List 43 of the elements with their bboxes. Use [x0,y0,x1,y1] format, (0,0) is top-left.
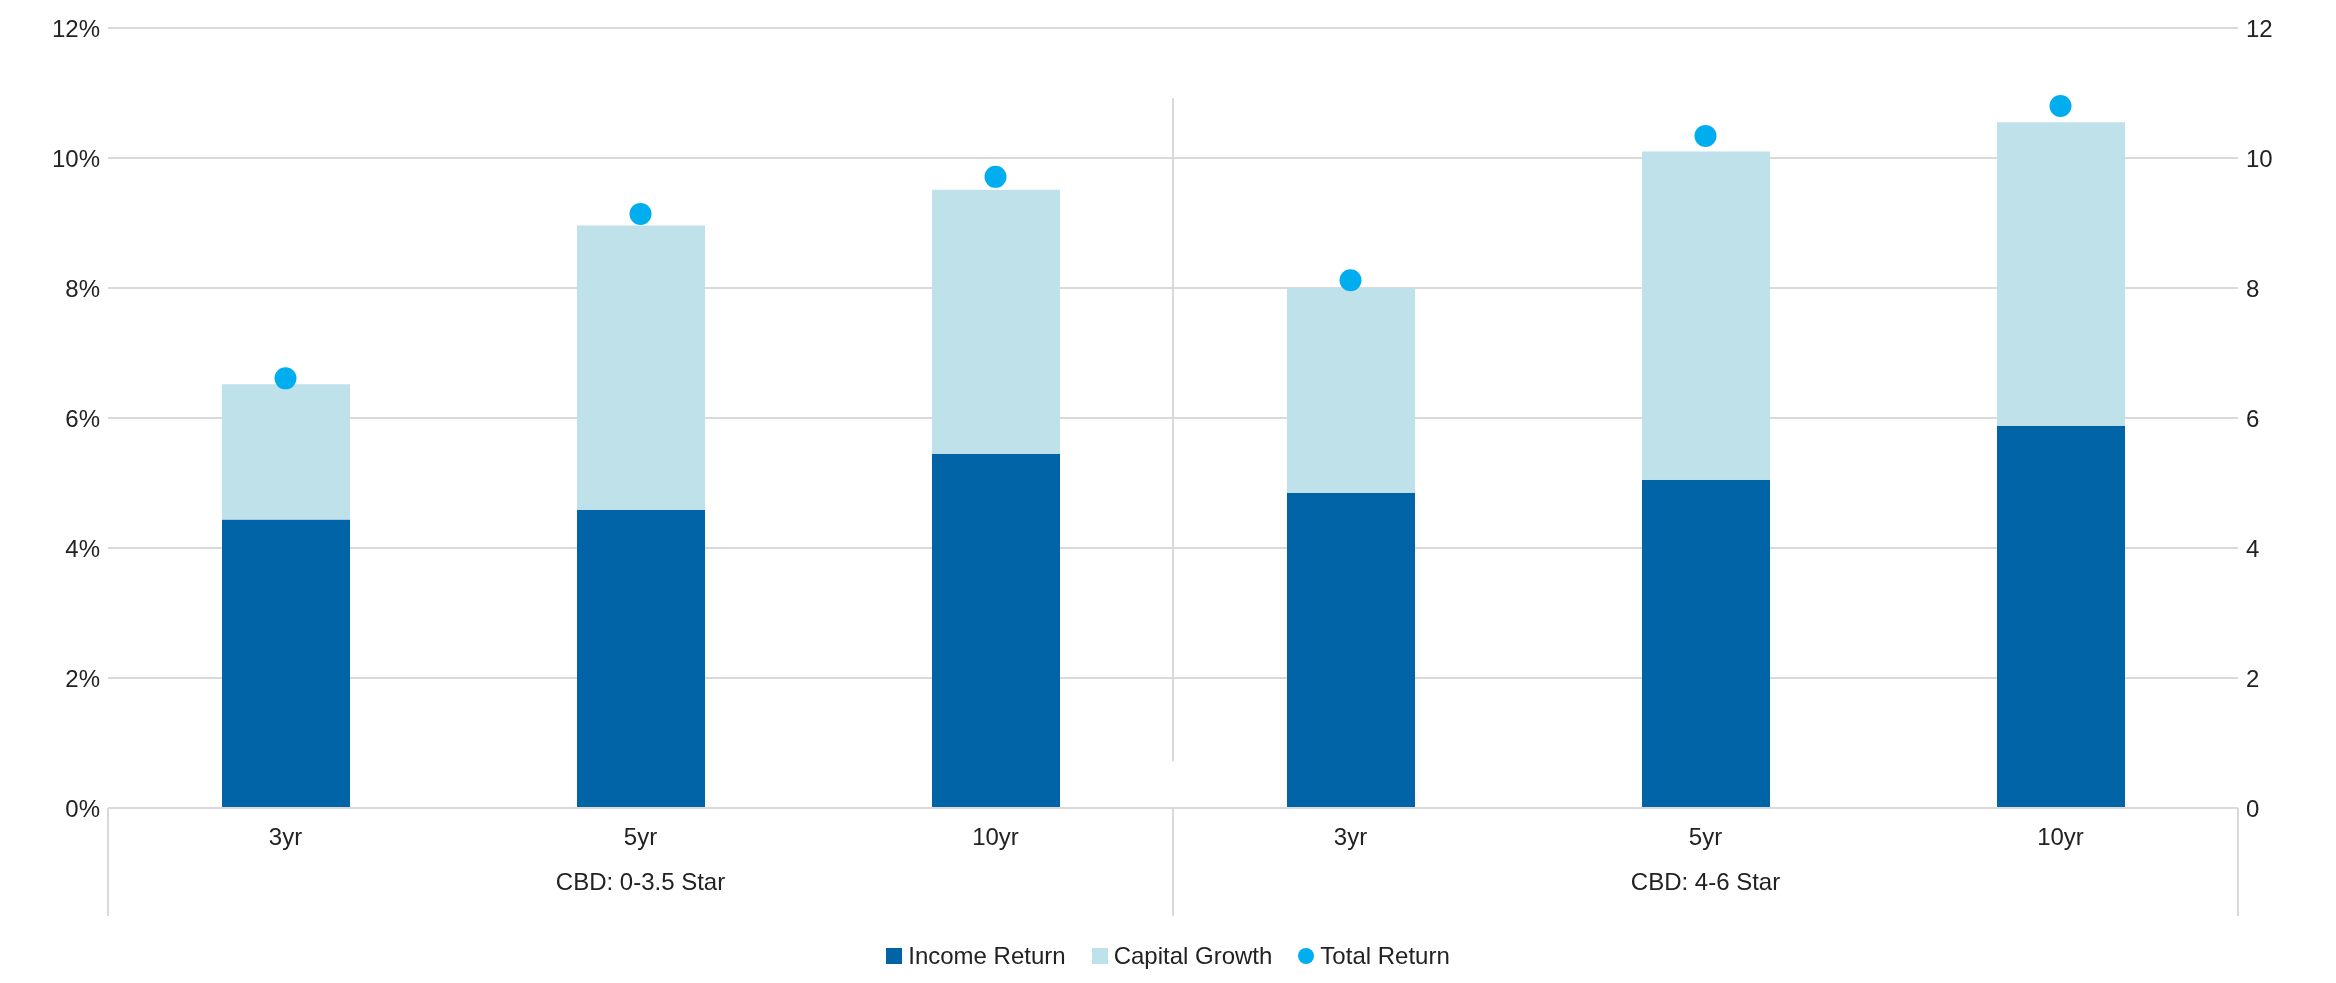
y-tick-label: 10% [51,144,100,172]
y-tick-label: 2% [65,664,100,692]
bar [1287,492,1415,808]
x-tick-label: 3yr [268,823,303,851]
y2-tick-label: 0 [2246,794,2260,822]
bar [1997,122,2125,426]
y2-tick-label: 12 [2246,14,2273,42]
legend-label: Income Return [908,942,1066,970]
y-tick-label: 8% [65,274,100,302]
y-tick-label: 12% [51,14,100,42]
y2-tick-label: 4 [2246,534,2260,562]
y2-tick-label: 2 [2246,664,2260,692]
point [1694,124,1717,147]
point [2049,95,2072,117]
x-tick-label: 10yr [2037,823,2084,851]
y-tick-label: 0% [65,794,100,822]
x-tick-label: 5yr [623,823,658,851]
bar [1642,479,1770,808]
y-tick-label: 4% [65,534,100,562]
y-tick-label: 6% [65,404,100,432]
bar [222,519,350,808]
text: CBD: 4-6 Star [1630,868,1781,895]
y2-tick-label: 8 [2246,274,2260,302]
x-tick-label: 3yr [1333,823,1368,851]
bar [932,453,1060,808]
bar [577,225,705,510]
bar [1287,288,1415,493]
bar [577,509,705,808]
bar [1997,425,2125,808]
y2-tick-label: 6 [2246,404,2260,432]
bar [932,189,1060,454]
point [274,367,297,390]
x-tick-label: 10yr [972,823,1019,851]
y2-tick-label: 10 [2246,144,2273,172]
point [1339,269,1362,292]
point [984,165,1007,188]
bar [1642,151,1770,480]
legend-label: Total Return [1320,942,1450,970]
point [629,202,652,225]
bar [222,384,350,520]
legend-label: Capital Growth [1113,942,1273,970]
text: CBD: 0-3.5 Star [555,868,726,895]
x-tick-label: 5yr [1688,823,1723,851]
